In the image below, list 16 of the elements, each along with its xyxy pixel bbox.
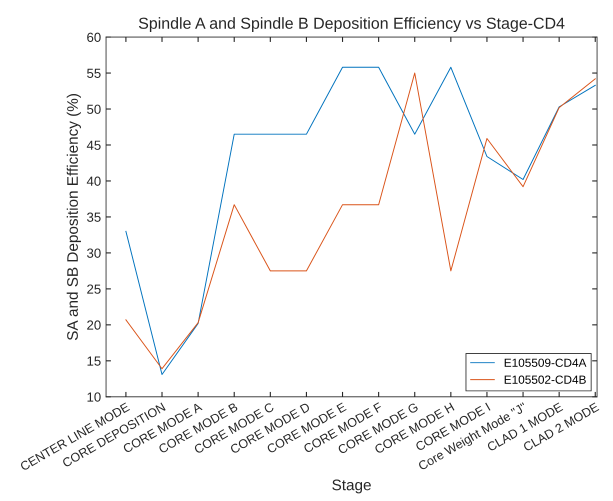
y-tick-label: 55	[87, 68, 101, 78]
y-tick-label: 50	[87, 104, 101, 114]
y-tick-label: 60	[87, 32, 101, 42]
chart-title: Spindle A and Spindle B Deposition Efficiency vs Stage-CD4	[138, 17, 564, 32]
y-axis-title: SA and SB Deposition Efficiency (%)	[66, 94, 81, 340]
y-tick-label: 10	[88, 392, 101, 402]
y-tick-label: 40	[86, 176, 101, 186]
y-tick-label: 45	[86, 140, 101, 150]
legend-label: E105502-CD4B	[504, 375, 586, 384]
legend-label: E105509-CD4A	[504, 358, 586, 367]
y-tick-label: 15	[88, 356, 101, 366]
y-tick-label: 35	[87, 212, 101, 222]
x-axis-title: Stage	[332, 480, 371, 494]
y-tick-label: 25	[87, 284, 101, 294]
y-tick-label: 30	[87, 248, 101, 258]
y-tick-label: 20	[87, 320, 101, 330]
